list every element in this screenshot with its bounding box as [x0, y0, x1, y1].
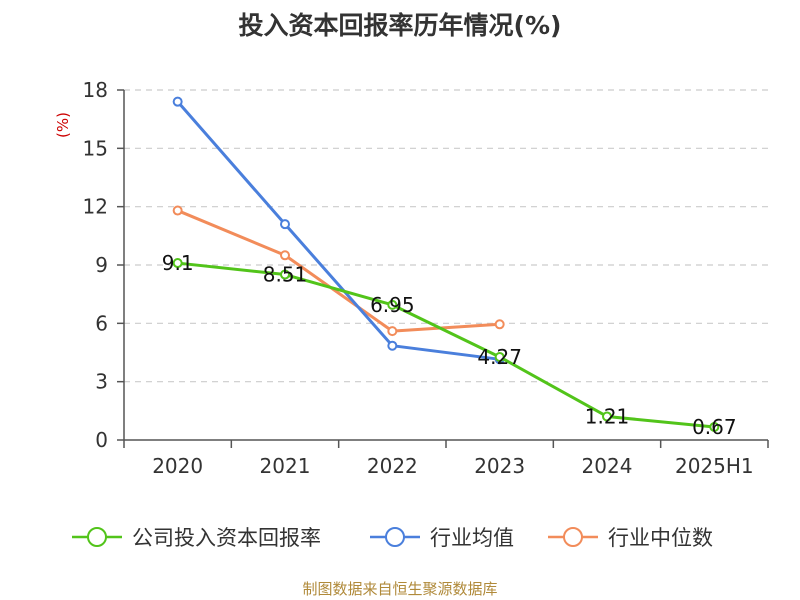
data-label: 8.51 [263, 263, 308, 287]
data-point [387, 299, 398, 310]
data-label: 9.1 [162, 251, 194, 275]
series-layer [172, 96, 720, 432]
series-line [177, 209, 500, 333]
y-tick-label: 12 [83, 195, 108, 219]
y-tick-label: 18 [83, 78, 108, 102]
data-point [709, 421, 720, 432]
y-tick-label: 3 [95, 370, 108, 394]
y-tick-label: 0 [95, 428, 108, 452]
data-label: 4.27 [477, 345, 522, 369]
grid-lines [124, 89, 768, 383]
y-unit-label: (%) [54, 112, 72, 138]
series-line [176, 100, 500, 361]
axes: 0 3 6 9 12 15 18 2020 2021 2022 2023 2024 2025H1 (%) [54, 78, 769, 478]
x-tick-label: 2024 [582, 454, 633, 478]
data-point [494, 319, 505, 330]
data-labels: 9.1 8.51 6.95 4.27 1.21 0.67 [162, 251, 737, 439]
series-line [177, 261, 715, 429]
data-point [280, 250, 290, 261]
data-point [280, 219, 290, 230]
chart-title: 投入资本回报率历年情况(%) [238, 11, 562, 40]
data-point [602, 411, 612, 422]
data-point [387, 340, 398, 351]
data-point [387, 326, 398, 337]
x-tick-label: 2025H1 [675, 454, 754, 478]
legend-marker [563, 527, 583, 547]
x-tick-label: 2020 [152, 454, 203, 478]
x-tick-label: 2022 [367, 454, 418, 478]
legend-marker [385, 527, 405, 547]
data-label: 1.21 [585, 404, 630, 428]
data-point [494, 351, 505, 362]
data-source-note: 制图数据来自恒生聚源数据库 [302, 580, 498, 598]
legend: 公司投入资本回报率 行业均值 行业中位数 [72, 526, 713, 550]
data-label: 0.67 [692, 415, 737, 439]
data-point [172, 258, 183, 269]
legend-label: 行业中位数 [608, 526, 713, 550]
x-tick-label: 2023 [474, 454, 525, 478]
legend-marker [87, 527, 107, 547]
legend-label: 行业均值 [430, 526, 514, 550]
data-point [172, 96, 183, 107]
legend-label: 公司投入资本回报率 [132, 526, 321, 550]
y-tick-label: 15 [83, 136, 108, 160]
x-tick-label: 2021 [260, 454, 311, 478]
y-tick-label: 9 [95, 253, 108, 277]
data-point [280, 269, 290, 280]
data-label: 6.95 [370, 293, 415, 317]
data-point [172, 205, 183, 216]
y-tick-label: 6 [95, 311, 108, 335]
